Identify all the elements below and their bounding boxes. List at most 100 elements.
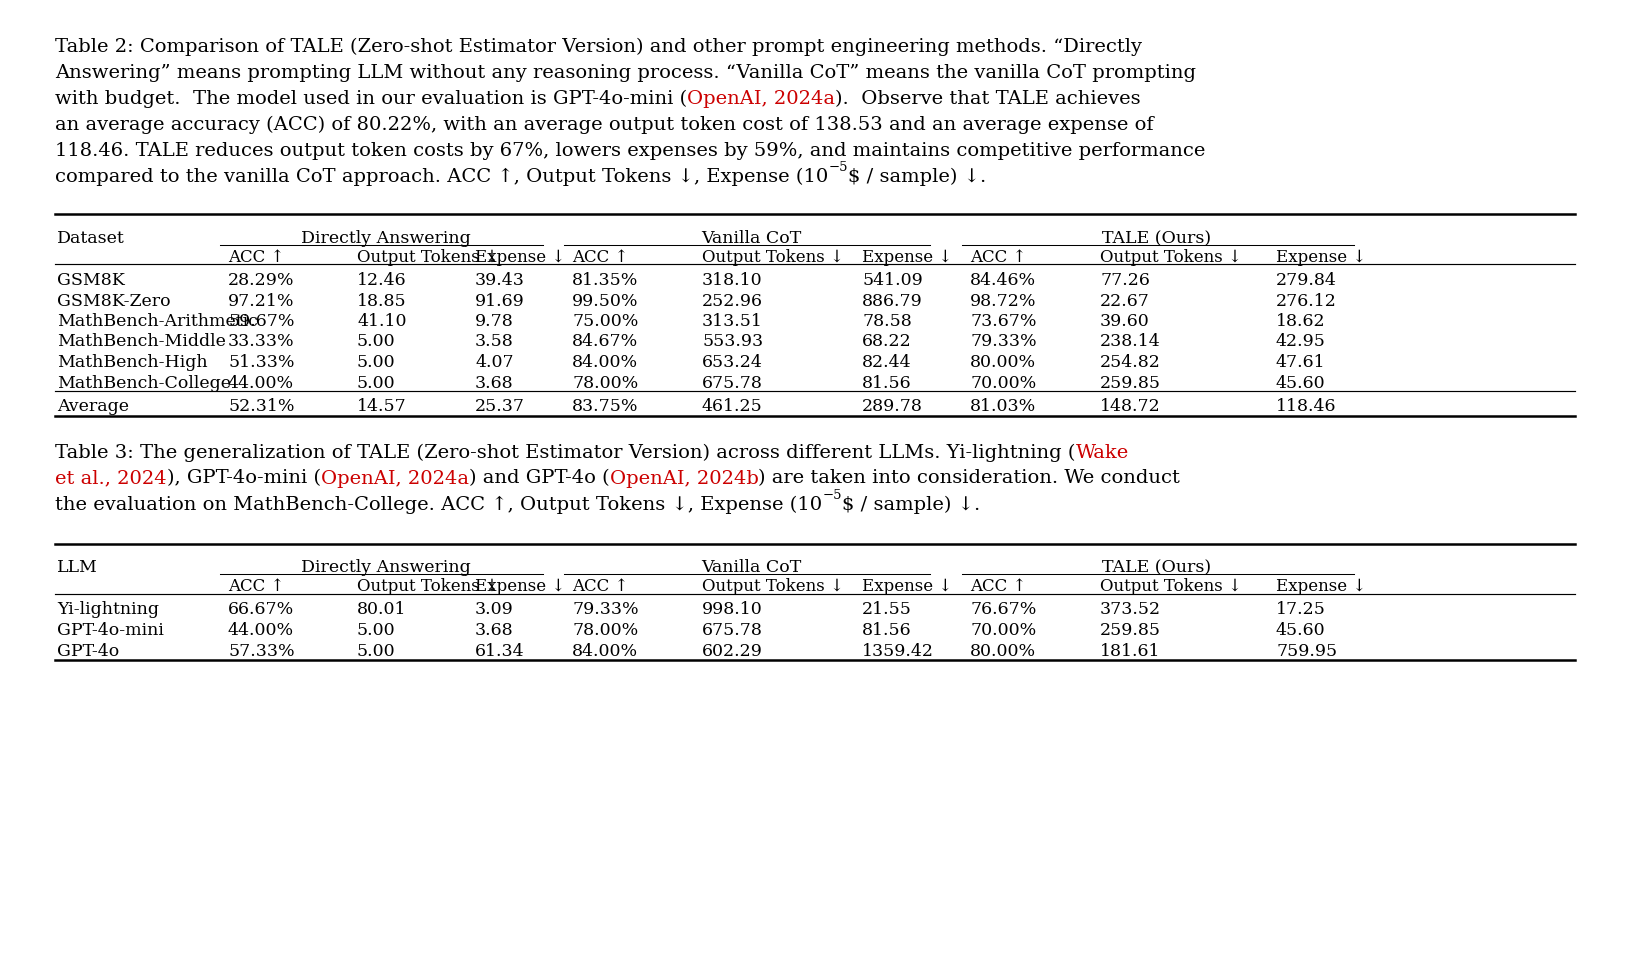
Text: ACC ↑: ACC ↑	[970, 249, 1027, 265]
Text: MathBench-Arithmetic: MathBench-Arithmetic	[57, 313, 258, 330]
Text: 118.46: 118.46	[1276, 398, 1337, 415]
Text: 653.24: 653.24	[703, 354, 763, 371]
Text: Output Tokens ↓: Output Tokens ↓	[1100, 578, 1242, 595]
Text: −5: −5	[828, 161, 848, 175]
Text: 9.78: 9.78	[474, 313, 513, 330]
Text: 57.33%: 57.33%	[228, 642, 295, 660]
Text: 66.67%: 66.67%	[228, 601, 295, 619]
Text: 33.33%: 33.33%	[228, 334, 295, 350]
Text: 3.09: 3.09	[474, 601, 513, 619]
Text: the evaluation on MathBench-College. ACC ↑, Output Tokens ↓, Expense (10: the evaluation on MathBench-College. ACC…	[55, 496, 822, 513]
Text: 79.33%: 79.33%	[572, 601, 639, 619]
Text: 238.14: 238.14	[1100, 334, 1161, 350]
Text: 81.56: 81.56	[862, 375, 911, 391]
Text: Expense ↓: Expense ↓	[1276, 249, 1366, 265]
Text: Output Tokens ↓: Output Tokens ↓	[357, 578, 499, 595]
Text: 5.00: 5.00	[357, 334, 396, 350]
Text: 77.26: 77.26	[1100, 272, 1149, 289]
Text: MathBench-Middle: MathBench-Middle	[57, 334, 227, 350]
Text: 84.00%: 84.00%	[572, 642, 637, 660]
Text: 252.96: 252.96	[703, 293, 763, 309]
Text: 313.51: 313.51	[703, 313, 763, 330]
Text: Expense ↓: Expense ↓	[474, 249, 566, 265]
Text: an average accuracy (ACC) of 80.22%, with an average output token cost of 138.53: an average accuracy (ACC) of 80.22%, wit…	[55, 116, 1154, 135]
Text: 289.78: 289.78	[862, 398, 923, 415]
Text: 80.01: 80.01	[357, 601, 406, 619]
Text: 5.00: 5.00	[357, 375, 396, 391]
Text: 83.75%: 83.75%	[572, 398, 639, 415]
Text: ) and GPT-4o (: ) and GPT-4o (	[469, 469, 610, 487]
Text: 675.78: 675.78	[703, 375, 763, 391]
Text: ACC ↑: ACC ↑	[228, 249, 284, 265]
Text: 3.68: 3.68	[474, 375, 513, 391]
Text: 81.56: 81.56	[862, 622, 911, 639]
Text: 18.85: 18.85	[357, 293, 406, 309]
Text: 78.58: 78.58	[862, 313, 911, 330]
Text: 70.00%: 70.00%	[970, 622, 1037, 639]
Text: 3.68: 3.68	[474, 622, 513, 639]
Text: 279.84: 279.84	[1276, 272, 1337, 289]
Text: 52.31%: 52.31%	[228, 398, 295, 415]
Text: 3.58: 3.58	[474, 334, 513, 350]
Text: $ / sample) ↓.: $ / sample) ↓.	[848, 168, 986, 186]
Text: Dataset: Dataset	[57, 230, 126, 247]
Text: Table 3: The generalization of TALE (Zero-shot Estimator Version) across differe: Table 3: The generalization of TALE (Zer…	[55, 443, 1076, 462]
Text: 22.67: 22.67	[1100, 293, 1149, 309]
Text: 181.61: 181.61	[1100, 642, 1161, 660]
Text: 44.00%: 44.00%	[228, 622, 293, 639]
Text: 675.78: 675.78	[703, 622, 763, 639]
Text: 45.60: 45.60	[1276, 375, 1325, 391]
Text: Expense ↓: Expense ↓	[1276, 578, 1366, 595]
Text: Vanilla CoT: Vanilla CoT	[701, 559, 800, 577]
Text: TALE (Ours): TALE (Ours)	[1102, 559, 1211, 577]
Text: 80.00%: 80.00%	[970, 354, 1037, 371]
Text: 4.07: 4.07	[474, 354, 513, 371]
Text: 5.00: 5.00	[357, 622, 396, 639]
Text: compared to the vanilla CoT approach. ACC ↑, Output Tokens ↓, Expense (10: compared to the vanilla CoT approach. AC…	[55, 168, 828, 186]
Text: 259.85: 259.85	[1100, 375, 1161, 391]
Text: ACC ↑: ACC ↑	[970, 578, 1027, 595]
Text: MathBench-High: MathBench-High	[57, 354, 207, 371]
Text: 25.37: 25.37	[474, 398, 525, 415]
Text: 98.72%: 98.72%	[970, 293, 1037, 309]
Text: 59.67%: 59.67%	[228, 313, 295, 330]
Text: 21.55: 21.55	[862, 601, 911, 619]
Text: Output Tokens ↓: Output Tokens ↓	[357, 249, 499, 265]
Text: 12.46: 12.46	[357, 272, 406, 289]
Text: Output Tokens ↓: Output Tokens ↓	[703, 249, 844, 265]
Text: 886.79: 886.79	[862, 293, 923, 309]
Text: −5: −5	[822, 489, 841, 502]
Text: 84.67%: 84.67%	[572, 334, 639, 350]
Text: Expense ↓: Expense ↓	[474, 578, 566, 595]
Text: 44.00%: 44.00%	[228, 375, 293, 391]
Text: 81.35%: 81.35%	[572, 272, 639, 289]
Text: 39.43: 39.43	[474, 272, 525, 289]
Text: 148.72: 148.72	[1100, 398, 1161, 415]
Text: 84.00%: 84.00%	[572, 354, 637, 371]
Text: 17.25: 17.25	[1276, 601, 1325, 619]
Text: 75.00%: 75.00%	[572, 313, 639, 330]
Text: TALE (Ours): TALE (Ours)	[1102, 230, 1211, 247]
Text: Yi-lightning: Yi-lightning	[57, 601, 160, 619]
Text: OpenAI, 2024b: OpenAI, 2024b	[610, 469, 758, 487]
Text: 373.52: 373.52	[1100, 601, 1161, 619]
Text: ACC ↑: ACC ↑	[572, 249, 629, 265]
Text: OpenAI, 2024a: OpenAI, 2024a	[321, 469, 469, 487]
Text: Expense ↓: Expense ↓	[862, 249, 952, 265]
Text: 759.95: 759.95	[1276, 642, 1337, 660]
Text: Directly Answering: Directly Answering	[300, 559, 471, 577]
Text: 91.69: 91.69	[474, 293, 525, 309]
Text: 602.29: 602.29	[703, 642, 763, 660]
Text: $ / sample) ↓.: $ / sample) ↓.	[841, 496, 980, 513]
Text: Vanilla CoT: Vanilla CoT	[701, 230, 800, 247]
Text: Directly Answering: Directly Answering	[300, 230, 471, 247]
Text: 45.60: 45.60	[1276, 622, 1325, 639]
Text: ) are taken into consideration. We conduct: ) are taken into consideration. We condu…	[758, 469, 1180, 487]
Text: GPT-4o-mini: GPT-4o-mini	[57, 622, 165, 639]
Text: 42.95: 42.95	[1276, 334, 1325, 350]
Text: 5.00: 5.00	[357, 642, 396, 660]
Text: Wake: Wake	[1076, 443, 1128, 462]
Text: 28.29%: 28.29%	[228, 272, 295, 289]
Text: 80.00%: 80.00%	[970, 642, 1037, 660]
Text: 68.22: 68.22	[862, 334, 911, 350]
